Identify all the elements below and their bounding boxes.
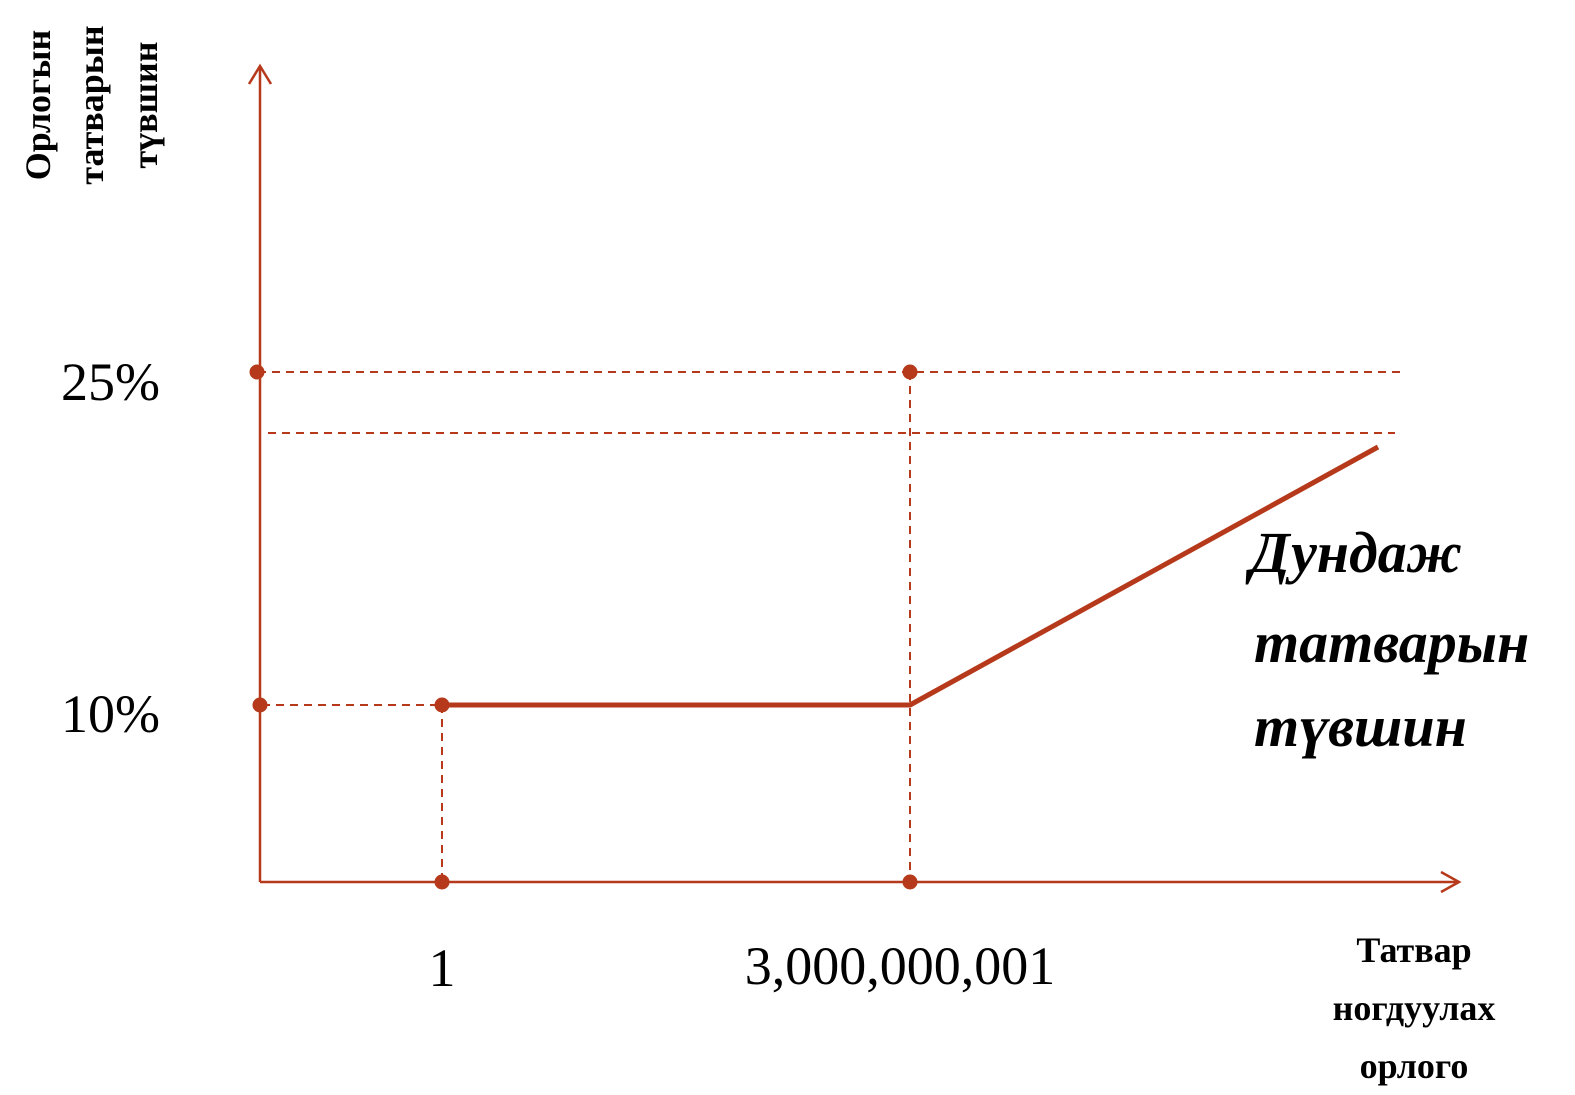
marker-x-3000000001 xyxy=(902,874,918,890)
y-axis-arrow-icon xyxy=(247,63,273,85)
series-label-line-1: Дундаж xyxy=(1245,520,1462,585)
y-axis-label: Орлогын татварын түвшин xyxy=(18,25,165,184)
y-tick-label-25: 25% xyxy=(61,352,160,412)
x-tick-labels: 1 3,000,000,001 xyxy=(429,936,1056,998)
x-axis-label-line-2: ногдуулах xyxy=(1333,988,1496,1028)
y-tick-label-10: 10% xyxy=(61,684,160,744)
series-label: Дундаж татварын түвшин xyxy=(1245,520,1529,759)
marker-x-1 xyxy=(434,874,450,890)
x-axis-label-line-1: Татвар xyxy=(1356,930,1471,970)
y-axis-label-line-1: Орлогын xyxy=(18,30,58,181)
marker-start-10-percent xyxy=(434,697,450,713)
y-tick-labels: 25% 10% xyxy=(61,352,160,744)
marker-dots xyxy=(249,364,918,890)
y-axis-label-line-3: түвшин xyxy=(125,41,165,168)
x-tick-label-1: 1 xyxy=(429,938,456,998)
x-axis-arrow-icon xyxy=(1440,870,1462,894)
marker-y-10-percent xyxy=(252,697,268,713)
x-tick-label-3000000001: 3,000,000,001 xyxy=(745,936,1056,996)
series-label-line-2: татварын xyxy=(1254,610,1529,675)
series-line-average-tax-rate xyxy=(442,444,1380,708)
x-axis-label: Татвар ногдуулах орлого xyxy=(1333,930,1496,1086)
reference-lines xyxy=(258,371,1400,882)
x-axis-label-line-3: орлого xyxy=(1360,1046,1469,1086)
series-label-line-3: түвшин xyxy=(1254,694,1467,759)
marker-threshold-25-percent xyxy=(902,364,918,380)
y-axis-label-line-2: татварын xyxy=(71,25,111,184)
axes xyxy=(247,63,1462,894)
marker-y-25-percent xyxy=(249,364,265,380)
